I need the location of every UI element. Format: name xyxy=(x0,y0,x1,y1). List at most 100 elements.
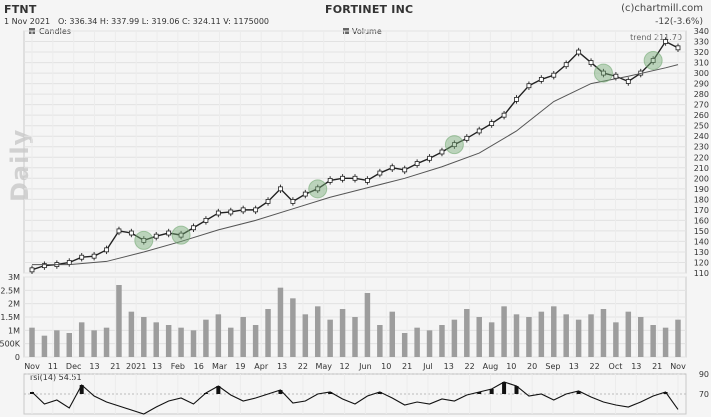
rsi-overbought-fill xyxy=(489,389,494,394)
candle-body xyxy=(563,62,569,68)
x-tick-label: May xyxy=(315,362,332,371)
price-tick-label: 110 xyxy=(694,269,709,278)
price-panel-frame xyxy=(23,30,687,274)
candle-body xyxy=(228,209,234,215)
candle-body xyxy=(327,178,333,183)
candle-body xyxy=(340,175,345,181)
volume-bar xyxy=(526,317,532,357)
candle-body xyxy=(501,112,507,118)
rsi-overbought-fill xyxy=(663,392,668,394)
rsi-overbought-fill xyxy=(203,393,208,394)
candle-body xyxy=(166,230,172,236)
x-tick-label: Jul xyxy=(422,362,433,371)
volume-bar xyxy=(675,319,681,357)
company-name: FORTINET INC xyxy=(325,3,414,16)
candle-body xyxy=(42,263,47,269)
candle-body xyxy=(402,167,408,173)
candle-body xyxy=(451,142,457,148)
candle-body xyxy=(128,230,134,236)
candle-body xyxy=(601,70,606,76)
volume-tick-label: 2M xyxy=(8,300,20,309)
price-change: -12(-3.6%) xyxy=(655,17,703,27)
candle-body xyxy=(153,233,159,239)
x-tick-label: 16 xyxy=(194,362,204,371)
price-tick-label: 180 xyxy=(694,195,709,204)
candle-body xyxy=(315,186,321,192)
x-tick-label: 2021 xyxy=(126,362,146,371)
x-tick-label: 22 xyxy=(590,362,600,371)
volume-bar xyxy=(637,317,644,357)
x-tick-label: 10 xyxy=(381,362,391,371)
rsi-line xyxy=(31,381,679,415)
x-tick-label: 13 xyxy=(277,362,287,371)
price-tick-label: 340 xyxy=(694,27,709,36)
candle-body xyxy=(476,128,482,134)
volume-bar xyxy=(538,311,545,357)
volume-bar xyxy=(439,325,445,357)
volume-tick-label: 1.5M xyxy=(0,313,20,322)
rsi-overbought-fill xyxy=(576,391,581,394)
trend-label: trend 211.70 xyxy=(630,33,682,42)
price-tick-label: 290 xyxy=(694,80,709,89)
volume-bar xyxy=(501,306,507,357)
volume-bar xyxy=(290,298,296,357)
candle-body xyxy=(240,207,246,213)
x-tick-label: Aug xyxy=(483,362,499,371)
price-series-line xyxy=(31,40,679,271)
volume-bar xyxy=(141,317,147,357)
x-tick-label: Mar xyxy=(212,362,228,371)
x-tick-label: Jun xyxy=(358,362,372,371)
highlight-circle xyxy=(171,225,191,245)
price-tick-label: 210 xyxy=(694,164,709,173)
rsi-overbought-fill xyxy=(514,386,519,394)
candle-body xyxy=(29,267,35,273)
volume-bar xyxy=(339,309,346,357)
volume-bar xyxy=(464,309,470,357)
candle-body xyxy=(365,178,370,183)
volume-bar xyxy=(588,314,594,357)
volume-bar xyxy=(277,287,284,357)
price-tick-label: 330 xyxy=(694,38,709,47)
x-tick-label: 13 xyxy=(444,362,454,371)
volume-bar xyxy=(190,330,197,357)
candle-body xyxy=(203,217,209,223)
x-tick-label: 21 xyxy=(652,362,662,371)
volume-bar xyxy=(613,322,619,357)
volume-tick-label: 1M xyxy=(8,326,20,335)
x-tick-label: 10 xyxy=(506,362,516,371)
volume-bar xyxy=(575,319,582,357)
highlight-circle xyxy=(308,179,328,199)
candle-body xyxy=(104,247,109,253)
volume-bar xyxy=(426,330,433,357)
candle-body xyxy=(91,253,97,259)
volume-bar xyxy=(203,319,209,357)
volume-bar xyxy=(488,322,495,357)
candle-body xyxy=(675,45,681,51)
x-tick-label: 12 xyxy=(339,362,349,371)
price-tick-label: 170 xyxy=(694,206,709,215)
rsi-panel-frame xyxy=(23,373,687,415)
price-tick-label: 310 xyxy=(694,59,709,68)
volume-bar xyxy=(513,314,520,357)
volume-bar xyxy=(215,314,222,357)
volume-bar xyxy=(240,317,246,357)
price-tick-label: 280 xyxy=(694,90,709,99)
volume-bar xyxy=(228,327,234,357)
volume-bar xyxy=(364,293,371,357)
ticker-symbol: FTNT xyxy=(4,3,37,16)
price-tick-label: 140 xyxy=(694,237,709,246)
rsi-overbought-fill xyxy=(79,385,84,394)
volume-bar xyxy=(178,327,184,357)
x-tick-label: 21 xyxy=(402,362,412,371)
trend-line xyxy=(32,64,679,266)
price-tick-label: 300 xyxy=(694,69,709,78)
volume-bar xyxy=(551,306,557,357)
volume-bar xyxy=(314,306,321,357)
candle-body xyxy=(663,39,668,44)
volume-tick-label: 0 xyxy=(15,353,20,362)
candle-body xyxy=(514,96,519,102)
price-tick-label: 250 xyxy=(694,122,709,131)
candle-body xyxy=(265,199,271,204)
rsi-overbought-fill xyxy=(477,392,482,394)
